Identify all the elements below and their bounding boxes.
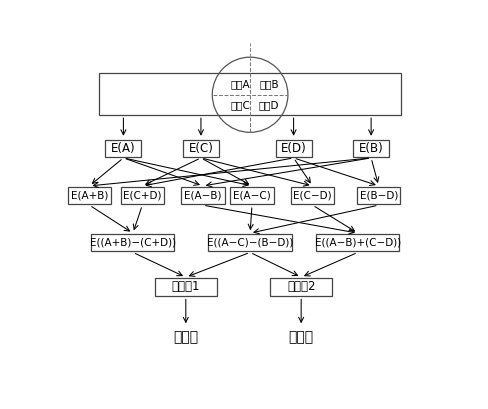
Bar [357, 187, 401, 204]
Bar [276, 139, 311, 157]
Text: 比较器1: 比较器1 [172, 280, 200, 293]
Text: E(B−D): E(B−D) [360, 191, 398, 200]
Bar [105, 139, 142, 157]
Bar [99, 73, 401, 115]
Text: E(C): E(C) [188, 142, 213, 155]
Text: 象限C: 象限C [231, 100, 250, 110]
Text: E(A+B): E(A+B) [71, 191, 108, 200]
Bar [121, 187, 164, 204]
Bar [316, 234, 400, 252]
Text: E(C−D): E(C−D) [293, 191, 332, 200]
Text: E((A+B)−(C+D)): E((A+B)−(C+D)) [90, 238, 176, 248]
Bar [230, 187, 274, 204]
Bar [183, 139, 219, 157]
Bar [181, 187, 224, 204]
Bar [353, 139, 389, 157]
Text: E(A−C): E(A−C) [233, 191, 271, 200]
Text: E(C+D): E(C+D) [123, 191, 162, 200]
Text: 象限A: 象限A [231, 80, 250, 90]
Bar [291, 187, 334, 204]
Text: 象限B: 象限B [259, 80, 279, 90]
Text: 俧仰角: 俧仰角 [288, 330, 314, 344]
Bar [270, 278, 332, 296]
Bar [68, 187, 111, 204]
Text: E(D): E(D) [281, 142, 306, 155]
Text: E(B): E(B) [359, 142, 384, 155]
Text: E((A−B)+(C−D)): E((A−B)+(C−D)) [315, 238, 401, 248]
Text: 方位角: 方位角 [173, 330, 198, 344]
Text: E(A−B): E(A−B) [184, 191, 222, 200]
Text: 象限D: 象限D [259, 100, 279, 110]
Text: E((A−C)−(B−D)): E((A−C)−(B−D)) [207, 238, 293, 248]
Bar [208, 234, 292, 252]
Bar [155, 278, 217, 296]
Text: E(A): E(A) [111, 142, 136, 155]
Text: 比较器2: 比较器2 [287, 280, 315, 293]
Bar [91, 234, 175, 252]
